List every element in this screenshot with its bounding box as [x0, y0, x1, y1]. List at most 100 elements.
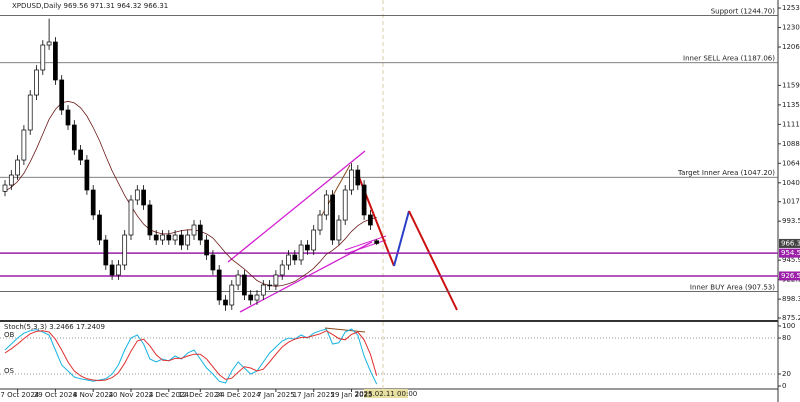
candle-body	[84, 159, 90, 191]
candle-body	[109, 264, 115, 276]
y-tick-label: 1017.30	[782, 198, 800, 206]
x-tick-label: 29 Oct 2024	[34, 391, 78, 399]
candle-body	[336, 219, 342, 241]
candle-body	[179, 234, 184, 246]
candle-body	[59, 79, 65, 111]
candle-body	[53, 41, 58, 81]
level-label: Inner SELL Area (1187.06)	[683, 55, 775, 63]
divergence-mark	[324, 327, 366, 333]
candle-body	[78, 149, 83, 161]
symbol-header: XPDUSD,Daily 969.56 971.31 964.32 966.31	[12, 2, 168, 10]
y-tick-label: 1159.40	[782, 81, 800, 89]
stoch-d: 17.2409	[76, 323, 105, 331]
candle-body	[235, 274, 241, 286]
candle-body	[229, 284, 235, 306]
candle-body	[260, 284, 266, 296]
wedge-mark	[344, 239, 387, 255]
y-tick-label: 945.90	[782, 256, 800, 264]
os-label: OS	[4, 367, 15, 375]
candle-body	[248, 294, 254, 301]
candle-body	[305, 244, 310, 251]
candle-body	[2, 184, 8, 192]
candle-body	[166, 234, 172, 241]
candle-body	[21, 129, 27, 161]
x-tick-label: 24 Dec 2024	[216, 391, 261, 399]
candle-body	[122, 234, 128, 266]
y-tick-label: 1064.20	[782, 159, 800, 167]
ohlc-close: 966.31	[144, 2, 169, 10]
level-label: Target Inner Area (1047.20)	[677, 169, 775, 177]
candle-body	[342, 189, 348, 221]
candle-body	[40, 44, 46, 71]
candle-body	[147, 204, 153, 236]
y-tick-label: 1206.30	[782, 43, 800, 51]
ob-label: OB	[4, 331, 15, 339]
y-tick-label: 898.30	[782, 295, 800, 303]
x-tick-label: 17 Jan 2025	[293, 391, 335, 399]
x-tick-label: 7 Jan 2025	[257, 391, 295, 399]
stoch-tick-label: 20	[782, 370, 791, 378]
stoch-tick-label: 80	[782, 334, 791, 342]
stoch-k: 3.2466	[49, 323, 74, 331]
y-tick-label: 1111.80	[782, 120, 800, 128]
y-tick-label: 875.20	[782, 314, 800, 322]
candle-body	[90, 189, 96, 216]
x-tick-label: 2 Dec 2024	[149, 391, 190, 399]
price-tag	[779, 271, 800, 281]
price-tag-label: 926.59	[781, 272, 800, 280]
stoch-tick-label: 100	[782, 322, 795, 330]
candle-body	[204, 239, 209, 256]
stoch-title: Stoch(5,3,3)	[4, 323, 47, 331]
x-tick-label: 17 Oct 2024	[0, 391, 40, 399]
candle-body	[141, 189, 146, 206]
level-label: Inner BUY Area (907.53)	[690, 284, 775, 292]
candle-body	[279, 264, 285, 276]
stoch-line	[4, 328, 378, 385]
candle-body	[172, 234, 178, 241]
y-tick-label: 1135.60	[782, 101, 800, 109]
level-label: Support (1244.70)	[711, 8, 776, 16]
stoch-header: Stoch(5,3,3) 3.2466 17.2409	[4, 323, 105, 331]
candle-body	[361, 184, 367, 216]
wedge-mark	[344, 235, 387, 251]
price-tag	[779, 248, 800, 258]
candle-body	[46, 41, 52, 46]
candle-body	[216, 269, 222, 301]
candle-body	[311, 229, 317, 251]
candle-body	[273, 274, 279, 286]
current-price-tag	[779, 238, 800, 248]
y-tick-label: 1040.40	[782, 179, 800, 187]
cursor-label: 2025.02.11 00:00	[355, 390, 417, 398]
candle-body	[71, 124, 77, 151]
candle-body	[368, 214, 373, 226]
current-price-label: 966.31	[781, 239, 800, 247]
candle-body	[185, 234, 191, 246]
candle-body	[210, 254, 216, 271]
candle-body	[298, 244, 304, 261]
candle-body	[317, 214, 323, 231]
y-tick-label: 1088.00	[782, 140, 800, 148]
candle-body	[330, 194, 335, 241]
candle-body	[153, 234, 159, 241]
candle-body	[27, 94, 33, 131]
candle-body	[8, 174, 14, 186]
candle-body	[160, 234, 165, 241]
candle-body	[97, 214, 102, 241]
wedge-upper	[227, 150, 366, 263]
candle-body	[223, 299, 228, 306]
candle-body	[286, 254, 291, 266]
candle-body	[116, 264, 121, 276]
x-tick-label: 8 Nov 2024	[73, 391, 114, 399]
candle-body	[15, 159, 20, 176]
candle-body	[197, 224, 203, 241]
stoch-tick-label: 0	[782, 382, 786, 390]
x-tick-label: 20 Nov 2024	[109, 391, 154, 399]
ohlc-open: 969.56	[64, 2, 89, 10]
candle-body	[374, 240, 380, 244]
candle-body	[134, 189, 140, 201]
x-tick-label: 29 Jan 2025	[331, 391, 373, 399]
candle-body	[355, 169, 361, 186]
stoch-line	[4, 330, 378, 382]
